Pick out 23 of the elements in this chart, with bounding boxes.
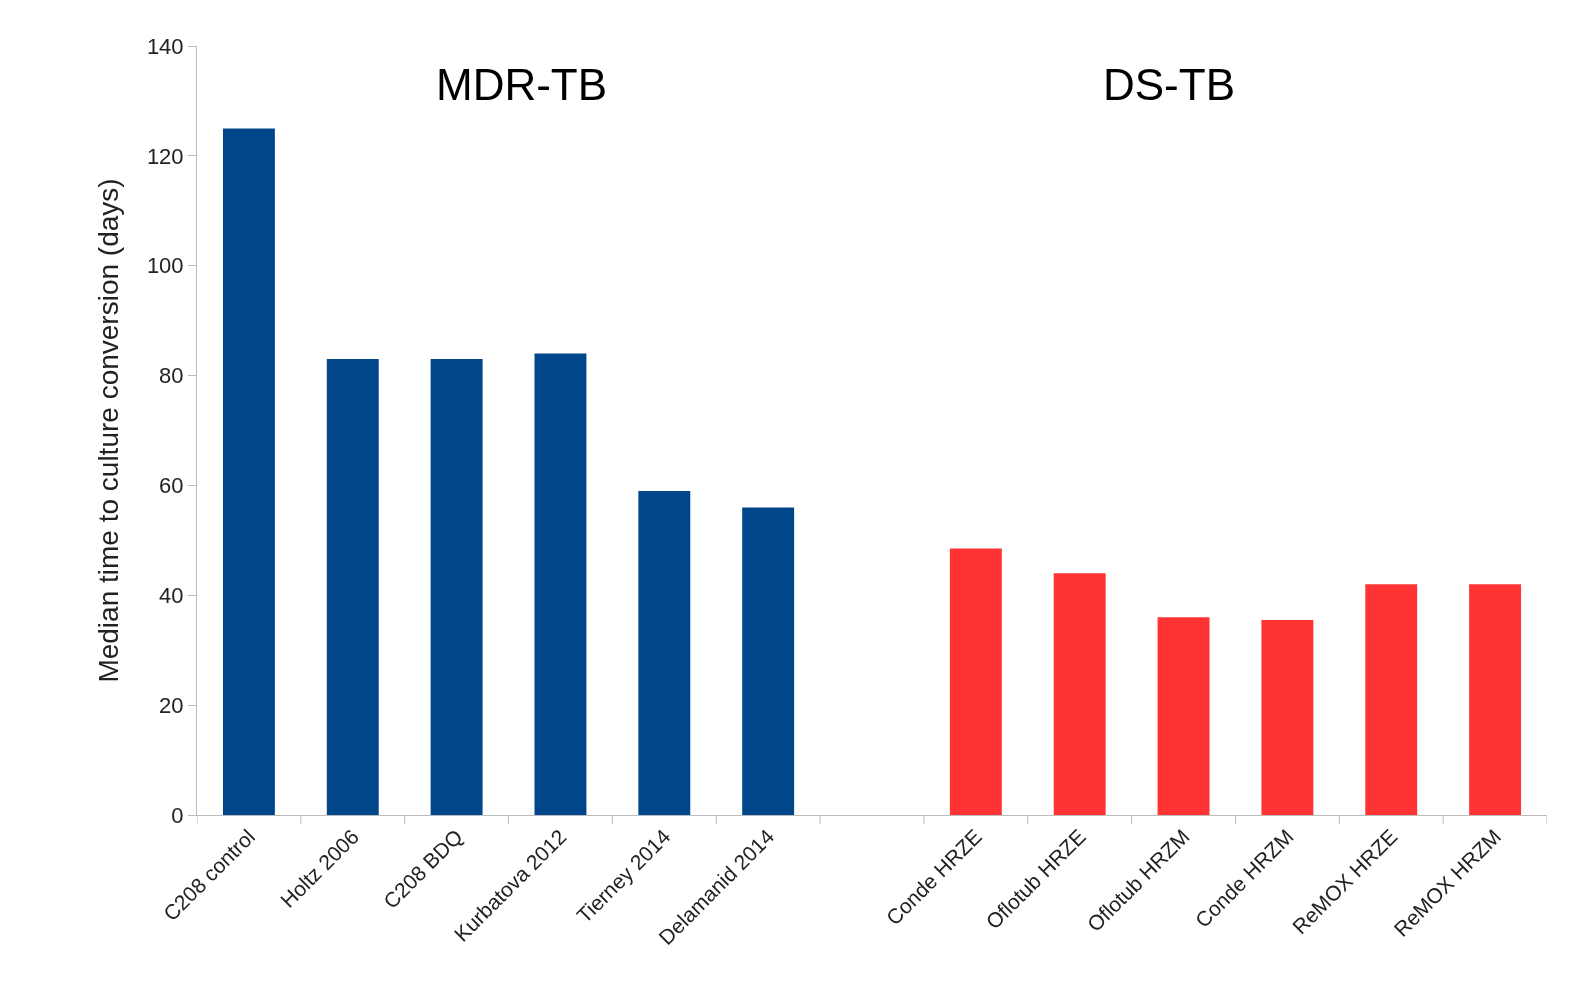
bar bbox=[1365, 584, 1418, 815]
bar bbox=[1053, 573, 1106, 815]
y-tick-label: 120 bbox=[146, 143, 184, 169]
y-tick-label: 60 bbox=[159, 473, 184, 499]
bar bbox=[949, 548, 1002, 815]
bar bbox=[638, 490, 691, 815]
bar bbox=[1261, 620, 1314, 815]
y-tick-label: 20 bbox=[159, 692, 184, 718]
y-tick-label: 140 bbox=[146, 33, 184, 59]
annotation: DS-TB bbox=[1103, 60, 1235, 109]
bar bbox=[430, 359, 483, 815]
bar bbox=[1469, 584, 1522, 815]
bar bbox=[222, 128, 275, 815]
bar bbox=[742, 507, 795, 815]
y-tick-label: 80 bbox=[159, 363, 184, 389]
bar bbox=[1157, 617, 1210, 815]
bar bbox=[326, 359, 379, 815]
y-tick-label: 100 bbox=[146, 253, 184, 279]
bar bbox=[534, 353, 587, 815]
annotation: MDR-TB bbox=[436, 60, 608, 109]
y-tick-label: 40 bbox=[159, 582, 184, 608]
y-axis-title: Median time to culture conversion (days) bbox=[92, 178, 124, 683]
y-tick-label: 0 bbox=[171, 802, 184, 828]
